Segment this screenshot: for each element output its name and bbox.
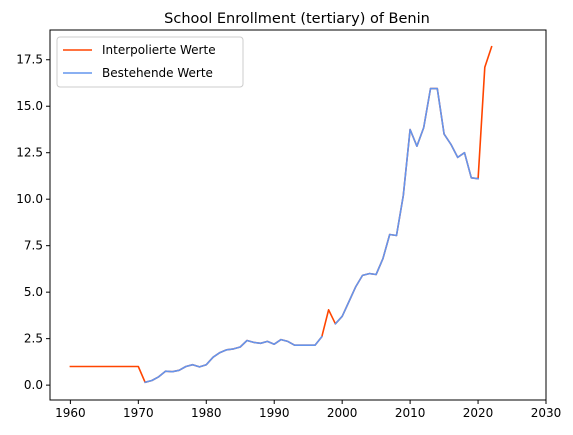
y-tick-label: 17.5	[16, 53, 43, 67]
x-tick-label: 2010	[395, 406, 426, 420]
legend-label: Bestehende Werte	[102, 66, 213, 80]
y-tick-label: 15.0	[16, 99, 43, 113]
y-tick-label: 2.5	[24, 332, 43, 346]
legend-box	[56, 36, 244, 88]
x-tick-label: 2030	[531, 406, 562, 420]
y-tick-label: 5.0	[24, 285, 43, 299]
x-tick-label: 1980	[191, 406, 222, 420]
series-line-existing	[144, 87, 479, 384]
y-tick-label: 7.5	[24, 239, 43, 253]
plot-frame	[49, 29, 547, 401]
y-tick-label: 10.0	[16, 192, 43, 206]
chart-title: School Enrollment (tertiary) of Benin	[164, 11, 430, 27]
legend: Interpolierte Werte Bestehende Werte	[56, 36, 244, 88]
y-tick-label: 0.0	[24, 378, 43, 392]
x-tick-label: 1970	[123, 406, 154, 420]
legend-label: Interpolierte Werte	[102, 43, 216, 57]
x-tick-label: 2000	[327, 406, 358, 420]
x-tick-label: 2020	[463, 406, 494, 420]
y-tick-label: 12.5	[16, 146, 43, 160]
x-tick-label: 1960	[55, 406, 86, 420]
x-tick-label: 1990	[259, 406, 290, 420]
